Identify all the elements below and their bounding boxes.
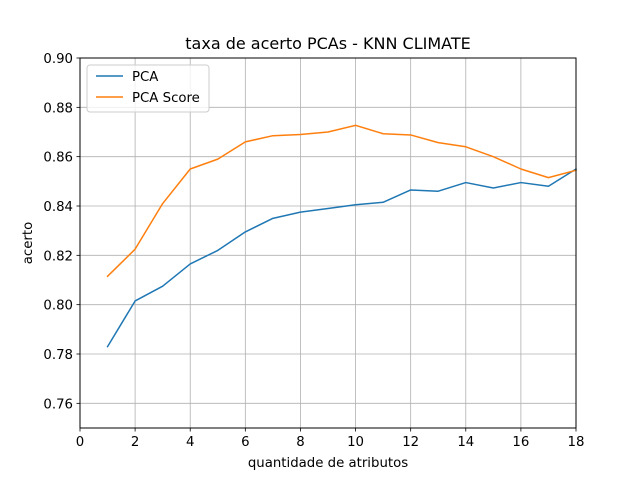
x-tick-label: 10 (347, 435, 364, 450)
y-axis-label: acerto (21, 222, 36, 264)
x-tick-label: 12 (402, 435, 419, 450)
y-tick-label: 0.86 (43, 151, 73, 166)
x-tick-label: 0 (76, 435, 84, 450)
y-tick-label: 0.90 (43, 52, 73, 67)
legend: PCA PCA Score (86, 64, 210, 113)
series-line-pca (106, 167, 578, 348)
x-tick-label: 16 (512, 435, 529, 450)
axis-ticks: 0 2 4 6 8 10 12 14 16 18 0.76 0.78 0.80 0.82 0.84 0.86 0… (43, 52, 584, 450)
series-line-pca-score (106, 124, 577, 278)
legend-label-pca: PCA (132, 70, 158, 85)
x-tick-label: 2 (131, 435, 139, 450)
x-tick-label: 8 (296, 435, 304, 450)
plot-frame (79, 57, 577, 429)
x-tick-label: 14 (457, 435, 474, 450)
y-tick-label: 0.76 (43, 397, 73, 412)
y-tick-label: 0.82 (43, 249, 73, 264)
y-tick-label: 0.84 (43, 200, 73, 215)
y-tick-label: 0.80 (43, 299, 73, 314)
x-axis-label: quantidade de atributos (248, 456, 408, 471)
chart-title: taxa de acerto PCAs - KNN CLIMATE (185, 34, 470, 53)
series-lines (106, 124, 578, 348)
y-tick-label: 0.88 (43, 101, 73, 116)
x-tick-label: 4 (186, 435, 194, 450)
y-tick-label: 0.78 (43, 348, 73, 363)
x-tick-label: 6 (241, 435, 249, 450)
legend-label-pca-score: PCA Score (132, 91, 200, 106)
x-tick-label: 18 (568, 435, 585, 450)
